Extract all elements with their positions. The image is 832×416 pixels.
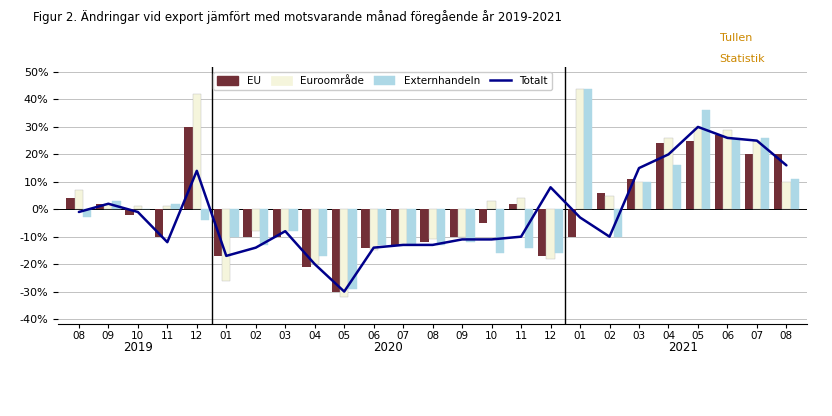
- Text: 2019: 2019: [123, 341, 153, 354]
- Bar: [75, 190, 83, 209]
- Bar: [171, 204, 180, 209]
- Text: Figur 2. Ändringar vid export jämfört med motsvarande månad föregående år 2019-2: Figur 2. Ändringar vid export jämfört me…: [33, 10, 562, 25]
- Bar: [567, 209, 576, 237]
- Bar: [450, 209, 458, 237]
- Bar: [614, 209, 622, 237]
- Bar: [761, 138, 770, 209]
- Bar: [163, 206, 171, 209]
- Bar: [753, 141, 761, 209]
- Bar: [745, 154, 753, 209]
- Bar: [656, 144, 665, 209]
- Bar: [340, 209, 349, 297]
- Bar: [606, 196, 614, 209]
- Bar: [782, 182, 790, 209]
- Bar: [538, 209, 547, 256]
- Text: 2020: 2020: [374, 341, 404, 354]
- Text: Tullen: Tullen: [720, 33, 752, 43]
- Bar: [686, 141, 694, 209]
- Bar: [399, 209, 408, 245]
- Bar: [458, 209, 466, 237]
- Bar: [643, 182, 651, 209]
- Bar: [332, 209, 340, 292]
- Bar: [260, 209, 268, 245]
- Bar: [134, 206, 142, 209]
- Bar: [597, 193, 606, 209]
- Text: 2021: 2021: [668, 341, 698, 354]
- Bar: [222, 209, 230, 280]
- Bar: [155, 209, 163, 237]
- Bar: [104, 204, 112, 209]
- Bar: [361, 209, 369, 248]
- Bar: [408, 209, 415, 245]
- Bar: [251, 209, 260, 231]
- Bar: [96, 204, 104, 209]
- Bar: [715, 135, 723, 209]
- Bar: [555, 209, 563, 253]
- Bar: [230, 209, 239, 237]
- Bar: [665, 138, 672, 209]
- Bar: [635, 182, 643, 209]
- Bar: [466, 209, 474, 242]
- Bar: [185, 127, 193, 209]
- Text: Statistik: Statistik: [720, 54, 765, 64]
- Bar: [626, 179, 635, 209]
- Bar: [731, 138, 740, 209]
- Bar: [428, 209, 437, 240]
- Bar: [672, 165, 681, 209]
- Bar: [517, 198, 525, 209]
- Legend: EU, Euroområde, Externhandeln, Totalt: EU, Euroområde, Externhandeln, Totalt: [213, 72, 552, 90]
- Bar: [369, 209, 378, 250]
- Bar: [584, 89, 592, 209]
- Bar: [290, 209, 298, 231]
- Bar: [310, 209, 319, 264]
- Bar: [319, 209, 327, 256]
- Bar: [193, 94, 201, 209]
- Bar: [378, 209, 386, 245]
- Bar: [774, 154, 782, 209]
- Bar: [576, 89, 584, 209]
- Bar: [420, 209, 428, 242]
- Bar: [273, 209, 281, 237]
- Bar: [508, 204, 517, 209]
- Bar: [547, 209, 555, 259]
- Bar: [126, 209, 134, 215]
- Bar: [214, 209, 222, 256]
- Bar: [790, 179, 799, 209]
- Bar: [694, 127, 702, 209]
- Bar: [349, 209, 357, 289]
- Bar: [702, 111, 711, 209]
- Bar: [479, 209, 488, 223]
- Bar: [281, 209, 290, 231]
- Bar: [201, 209, 209, 220]
- Bar: [302, 209, 310, 267]
- Bar: [496, 209, 504, 253]
- Bar: [488, 201, 496, 209]
- Bar: [391, 209, 399, 245]
- Bar: [83, 209, 92, 218]
- Bar: [723, 130, 731, 209]
- Bar: [244, 209, 251, 237]
- Bar: [67, 198, 75, 209]
- Bar: [525, 209, 533, 248]
- Bar: [437, 209, 445, 245]
- Bar: [112, 201, 121, 209]
